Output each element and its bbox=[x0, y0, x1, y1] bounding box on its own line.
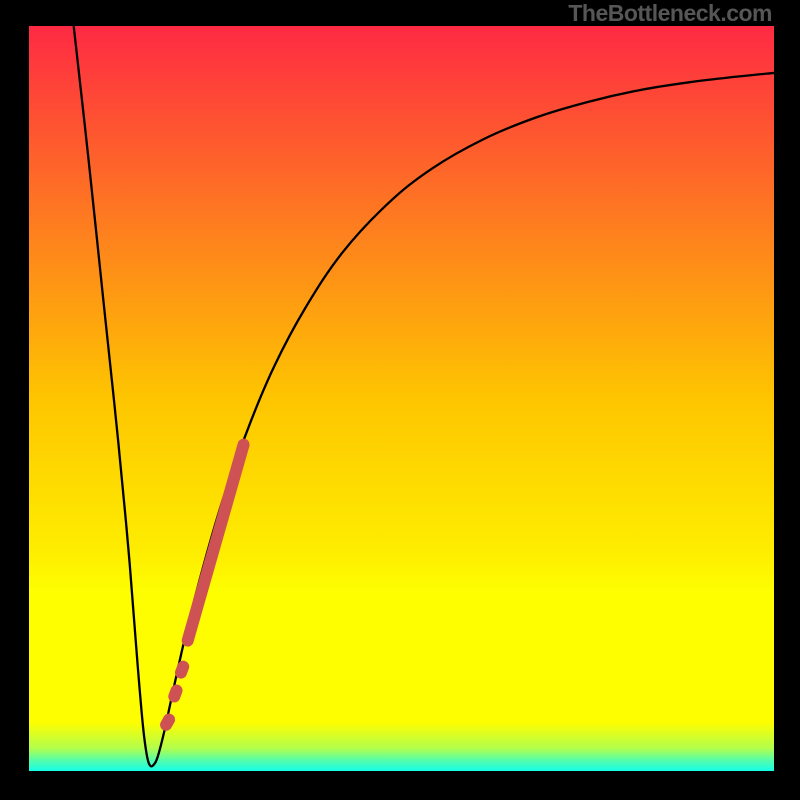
highlight-segment bbox=[166, 720, 169, 725]
plot-background bbox=[29, 26, 774, 771]
watermark-text: TheBottleneck.com bbox=[568, 0, 772, 27]
chart-frame: TheBottleneck.com bbox=[0, 0, 800, 800]
highlight-segment bbox=[181, 667, 183, 673]
highlight-segment bbox=[174, 691, 176, 697]
plot-area bbox=[29, 26, 774, 771]
